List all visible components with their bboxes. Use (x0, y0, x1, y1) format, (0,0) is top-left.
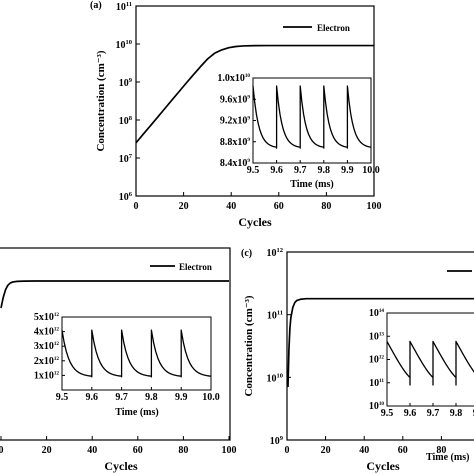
panel-c-frame (286, 251, 474, 441)
panel-b-xtick-label: 60 (133, 445, 143, 456)
panel-a-ytick-label: 1011 (116, 1, 132, 13)
panel-c-xlabel: Cycles (366, 459, 400, 473)
panel-c-xtick-label: 40 (359, 445, 369, 456)
panel-b-inset-ytick-label: 2x1012 (34, 356, 60, 367)
panel-c-xtick-label: 80 (436, 445, 446, 456)
panel-b-inset-ytick-label: 3x1012 (34, 341, 60, 352)
panel-c-inset-xtick-label: 9.6 (404, 408, 417, 419)
panel-c-inset-xlabel: Time (ms) (426, 452, 469, 463)
panel-b-xtick-label: 20 (42, 445, 52, 456)
panel-c-label: (c) (241, 248, 252, 259)
panel-a-xtick-label: 60 (274, 201, 284, 212)
panel-c-inset-ytick-label: 1012 (369, 355, 385, 366)
panel-b-series-line-electron (0, 280, 229, 309)
panel-b-inset-frame (61, 316, 212, 391)
panel-a-ytick-label: 106 (119, 191, 133, 203)
panel-b-inset-ytick-label: 4x1012 (34, 327, 60, 338)
panel-b-inset-xtick-label: 9.7 (115, 392, 128, 403)
panel-c-inset-xtick-label: 9.7 (427, 408, 440, 419)
panel-c-inset-ytick-label: 1013 (369, 331, 385, 342)
panel-c-inset-ytick-label: 1011 (369, 378, 384, 389)
panel-a-inset-xlabel: Time (ms) (290, 179, 333, 190)
panel-b-xtick-label: 80 (178, 445, 188, 456)
panel-b-xtick-label: 40 (87, 445, 97, 456)
panel-a-xtick-label: 80 (321, 201, 331, 212)
panel-c-ytick-label: 109 (270, 435, 284, 447)
panel-c-ytick-label: 1012 (267, 247, 284, 259)
panel-c-ylabel: Concentration (cm⁻³) (243, 295, 255, 396)
panel-b-xtick-label: 0 (0, 445, 4, 456)
panel-b-frame (0, 247, 231, 441)
panel-a-xtick-label: 20 (179, 201, 189, 212)
panel-c-series-line (287, 297, 474, 388)
panel-a-label: (a) (90, 0, 102, 11)
panel-a-ytick-label: 108 (119, 115, 133, 127)
panel-a-ylabel: Concentration (cm⁻³) (95, 50, 107, 151)
panel-a-xtick-label: 100 (367, 201, 382, 212)
panel-a-inset-ytick-label: 9.6x109 (220, 94, 251, 105)
panel-a-inset-ytick-label: 1.0x1010 (217, 73, 250, 84)
panel-c-inset-series-line (387, 340, 474, 386)
panel-a-legend-label: Electron (317, 23, 350, 33)
panel-b-inset-series-line (61, 329, 212, 378)
panel-a-inset-xtick-label: 9.9 (341, 165, 354, 176)
panel-b-inset-xtick-label: 9.6 (86, 392, 99, 403)
panel-a-inset-xtick-label: 9.7 (294, 165, 307, 176)
panel-b-inset-xlabel: Time (ms) (115, 407, 158, 418)
panel-a-inset-xtick-label: 9.5 (247, 165, 260, 176)
panel-c-ytick-label: 1011 (267, 310, 283, 322)
panel-a-xtick-label: 0 (134, 201, 139, 212)
panel-b-inset-xtick-label: 9.9 (175, 392, 188, 403)
panel-a-inset-ytick-label: 8.4x109 (220, 158, 251, 169)
panel-a-xtick-label: 40 (226, 201, 236, 212)
panel-c-xtick-label: 20 (321, 445, 331, 456)
panel-c-inset-xtick-label: 9.5 (381, 408, 394, 419)
panel-c-inset-frame (386, 312, 474, 407)
panel-a-inset-series-line (252, 85, 372, 149)
panel-a-inset-frame (252, 77, 372, 164)
panel-b-inset-xtick-label: 9.8 (145, 392, 158, 403)
panel-c-inset-xtick-label: 9.9 (473, 408, 474, 419)
panel-a-ytick-label: 107 (119, 153, 133, 165)
panel-c-xtick-label: 60 (398, 445, 408, 456)
panel-c-ytick-label: 1010 (267, 372, 284, 384)
panel-a-inset-xtick-label: 9.8 (318, 165, 331, 176)
panel-a-inset-xtick-label: 9.6 (270, 165, 283, 176)
panel-b-inset-ytick-label: 5x1012 (34, 312, 60, 323)
panel-b-xlabel: Cycles (104, 459, 138, 473)
panel-c-xtick-label: 0 (285, 445, 290, 456)
panel-c-inset-ytick-label: 1014 (369, 308, 385, 319)
panel-a-frame (135, 5, 375, 197)
panel-c-inset-xtick-label: 9.8 (450, 408, 463, 419)
panel-a-inset-ytick-label: 8.8x109 (220, 137, 251, 148)
panel-c-inset-ytick-label: 1010 (369, 401, 385, 412)
panel-a-series-line-electron (135, 44, 374, 144)
panel-a-ytick-label: 109 (119, 77, 133, 89)
panel-b-inset-ytick-label: 1x1012 (34, 370, 60, 381)
panel-b-inset-xtick-label: 9.5 (56, 392, 69, 403)
panel-a-inset-xtick-label: 10.0 (362, 165, 380, 176)
panel-a-ytick-label: 1010 (116, 39, 133, 51)
panel-b-xtick-label: 100 (222, 445, 237, 456)
panel-a-xlabel: Cycles (238, 215, 272, 229)
panel-b-legend-label: Electron (179, 262, 212, 272)
panel-b-inset-xtick-label: 10.0 (202, 392, 220, 403)
panel-a-inset-ytick-label: 9.2x109 (220, 116, 251, 127)
